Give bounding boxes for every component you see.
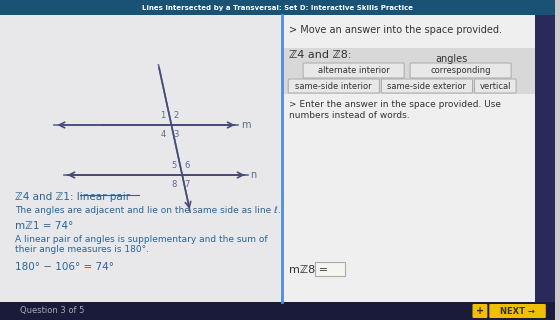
FancyBboxPatch shape xyxy=(282,15,535,302)
Text: n: n xyxy=(251,170,257,180)
FancyBboxPatch shape xyxy=(410,63,511,78)
Text: The angles are adjacent and lie on the same side as line ℓ.: The angles are adjacent and lie on the s… xyxy=(15,206,281,215)
FancyBboxPatch shape xyxy=(0,15,282,302)
Text: same-side interior: same-side interior xyxy=(296,82,372,91)
FancyBboxPatch shape xyxy=(282,48,535,94)
FancyBboxPatch shape xyxy=(332,50,431,68)
FancyBboxPatch shape xyxy=(489,304,546,318)
Text: 1: 1 xyxy=(160,111,166,120)
FancyBboxPatch shape xyxy=(288,79,379,93)
Text: mℤ8 =: mℤ8 = xyxy=(289,265,328,275)
Text: corresponding: corresponding xyxy=(430,66,491,75)
Text: Lines Intersected by a Transversal: Set D: Interactive Skills Practice: Lines Intersected by a Transversal: Set … xyxy=(142,4,413,11)
Text: vertical: vertical xyxy=(479,82,511,91)
Text: NEXT →: NEXT → xyxy=(500,307,534,316)
Text: ℤ4 and ℤ8:: ℤ4 and ℤ8: xyxy=(289,50,352,60)
FancyBboxPatch shape xyxy=(315,262,345,276)
Text: +: + xyxy=(476,306,484,316)
Text: numbers instead of words.: numbers instead of words. xyxy=(289,111,410,120)
FancyBboxPatch shape xyxy=(474,79,516,93)
Text: 6: 6 xyxy=(184,161,190,170)
Text: 7: 7 xyxy=(184,180,190,189)
Text: > Move an answer into the space provided.: > Move an answer into the space provided… xyxy=(289,25,502,35)
FancyBboxPatch shape xyxy=(381,79,473,93)
Text: their angle measures is 180°.: their angle measures is 180°. xyxy=(15,245,149,254)
Text: alternate interior: alternate interior xyxy=(318,66,390,75)
Text: angles: angles xyxy=(436,54,468,64)
Text: A linear pair of angles is supplementary and the sum of: A linear pair of angles is supplementary… xyxy=(15,235,268,244)
FancyBboxPatch shape xyxy=(535,15,555,302)
FancyBboxPatch shape xyxy=(303,63,404,78)
FancyBboxPatch shape xyxy=(473,304,487,318)
Text: 4: 4 xyxy=(160,130,166,139)
Text: mℤ1 = 74°: mℤ1 = 74° xyxy=(15,221,73,231)
Text: 180° − 106° = 74°: 180° − 106° = 74° xyxy=(15,262,114,272)
Text: > Enter the answer in the space provided. Use: > Enter the answer in the space provided… xyxy=(289,100,501,109)
Text: m: m xyxy=(241,120,250,130)
Text: 3: 3 xyxy=(174,130,179,139)
FancyBboxPatch shape xyxy=(0,302,555,320)
Text: same-side exterior: same-side exterior xyxy=(388,82,466,91)
Text: Question 3 of 5: Question 3 of 5 xyxy=(20,307,84,316)
Text: ℤ4 and ℤ1: linear pair: ℤ4 and ℤ1: linear pair xyxy=(15,192,130,202)
FancyBboxPatch shape xyxy=(0,0,555,15)
Text: 8: 8 xyxy=(171,180,176,189)
Text: 5: 5 xyxy=(171,161,176,170)
Text: 2: 2 xyxy=(174,111,179,120)
